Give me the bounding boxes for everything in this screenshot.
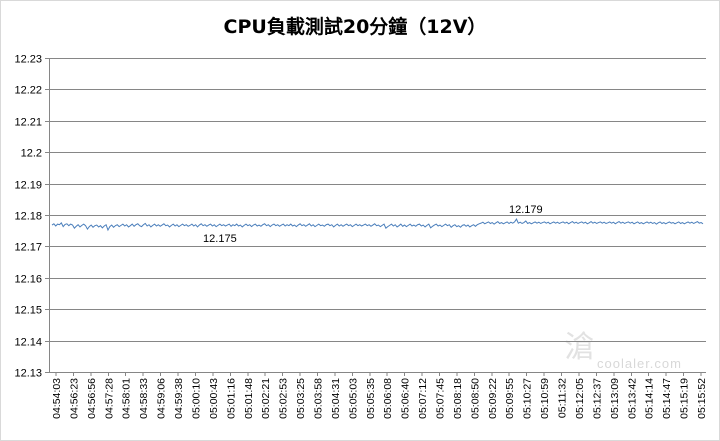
x-tick-label: 05:09:55 — [504, 378, 516, 419]
x-tick-label: 05:01:48 — [243, 378, 255, 419]
data-label: 12.175 — [203, 233, 237, 245]
x-tick-label: 05:06:08 — [382, 378, 394, 419]
x-tick-label: 04:59:06 — [156, 378, 168, 419]
x-tick-label: 05:08:18 — [452, 378, 464, 419]
data-label: 12.179 — [509, 204, 543, 216]
y-tick-label: 12.22 — [14, 85, 42, 97]
x-tick-label: 05:14:14 — [644, 378, 656, 419]
y-tick-label: 12.21 — [14, 117, 42, 129]
y-tick-label: 12.2 — [21, 148, 42, 160]
x-tick-label: 04:58:01 — [121, 378, 133, 419]
x-tick-label: 04:56:23 — [68, 378, 80, 419]
x-tick-label: 05:13:42 — [626, 378, 638, 419]
x-tick-label: 05:14:47 — [661, 378, 673, 419]
x-tick-label: 05:10:59 — [539, 378, 551, 419]
x-tick-label: 05:12:05 — [574, 378, 586, 419]
x-tick-label: 05:13:09 — [609, 378, 621, 419]
x-tick-label: 04:58:33 — [138, 378, 150, 419]
y-tick-label: 12.15 — [14, 305, 42, 317]
x-tick-label: 05:03:25 — [295, 378, 307, 419]
x-tick-label: 05:07:12 — [417, 378, 429, 419]
x-tick-label: 04:57:28 — [103, 378, 115, 419]
x-tick-label: 05:00:43 — [208, 378, 220, 419]
x-tick-label: 05:12:37 — [591, 378, 603, 419]
watermark-glyph: 滄 — [564, 331, 594, 364]
x-tick-label: 05:09:22 — [487, 378, 499, 419]
y-tick-label: 12.18 — [14, 211, 42, 223]
x-tick-label: 05:15:19 — [679, 378, 691, 419]
x-tick-label: 05:08:50 — [469, 378, 481, 419]
y-axis-ticks: 12.23 12.22 12.21 12.2 12.19 12.18 12.17 12.16 1… — [14, 54, 706, 380]
x-tick-label: 05:06:40 — [400, 378, 412, 419]
y-tick-label: 12.13 — [14, 368, 42, 380]
x-tick-label: 05:01:16 — [225, 378, 237, 419]
gridlines — [49, 58, 706, 342]
x-tick-label: 04:59:38 — [173, 378, 185, 419]
y-tick-label: 12.16 — [14, 274, 42, 286]
series-line — [51, 218, 704, 232]
y-tick-label: 12.17 — [14, 242, 42, 254]
x-axis-ticks: 04:54:03 04:56:23 04:56:56 04:57:28 04:58:01… — [51, 372, 708, 419]
x-tick-label: 05:15:52 — [696, 378, 708, 419]
series-layer — [51, 218, 704, 232]
x-tick-label: 05:07:45 — [435, 378, 447, 419]
y-tick-label: 12.23 — [14, 54, 42, 66]
data-labels: 12.175 12.179 — [203, 204, 543, 245]
watermark-text: coolaler.com — [597, 356, 682, 371]
watermark: 滄 coolaler.com — [564, 331, 682, 371]
x-tick-label: 05:02:53 — [278, 378, 290, 419]
x-tick-label: 05:10:27 — [522, 378, 534, 419]
x-tick-label: 05:03:58 — [312, 378, 324, 419]
x-tick-label: 05:11:32 — [557, 378, 569, 418]
x-tick-label: 05:05:03 — [347, 378, 359, 419]
y-tick-label: 12.14 — [14, 337, 42, 349]
x-tick-label: 05:02:21 — [260, 378, 272, 419]
x-tick-label: 05:05:35 — [365, 378, 377, 419]
x-tick-label: 04:54:03 — [51, 378, 63, 419]
chart-title: CPU負載測試20分鐘（12V） — [224, 15, 487, 38]
y-tick-label: 12.19 — [14, 180, 42, 192]
x-tick-label: 05:00:10 — [190, 378, 202, 419]
x-tick-label: 04:56:56 — [86, 378, 98, 419]
x-tick-label: 05:04:31 — [330, 378, 342, 419]
